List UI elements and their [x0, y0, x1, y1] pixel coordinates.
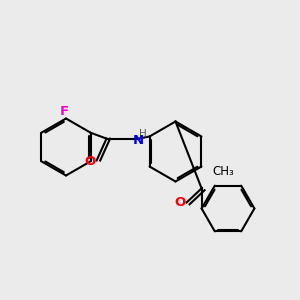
Text: CH₃: CH₃	[212, 164, 234, 178]
Text: N: N	[133, 134, 144, 147]
Text: F: F	[60, 105, 69, 119]
Text: O: O	[84, 155, 96, 169]
Text: H: H	[139, 129, 147, 139]
Text: O: O	[174, 196, 186, 209]
